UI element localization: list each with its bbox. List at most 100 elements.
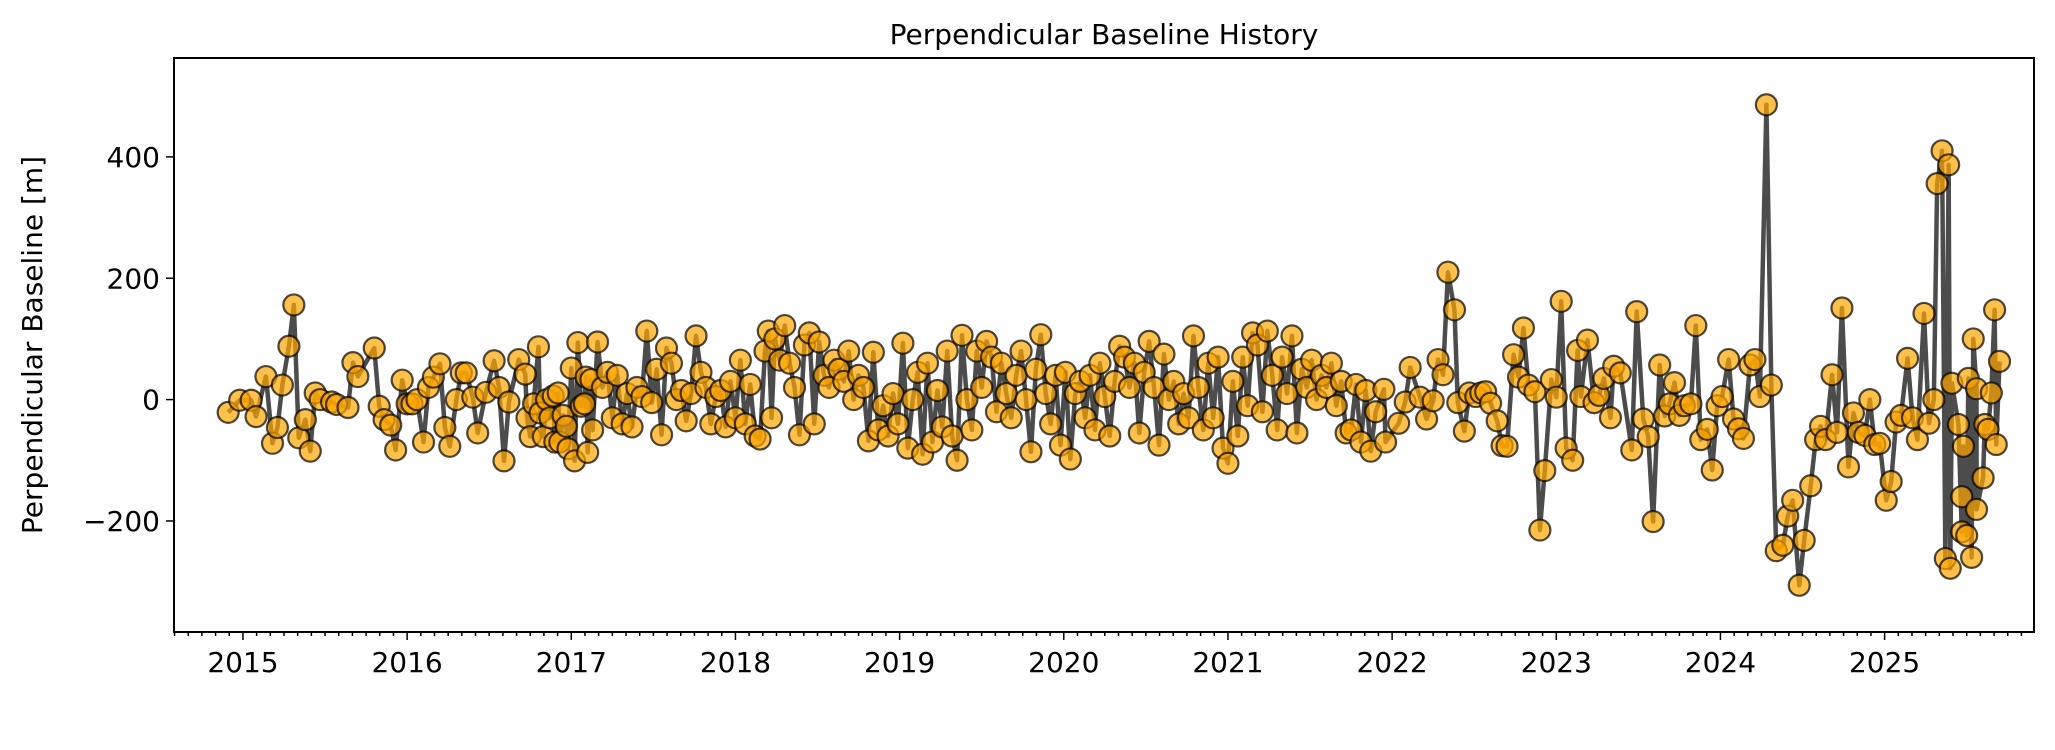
x-axis: 2015 2016 2017 2018 2019 2020 2021 2022 2023 2024… — [173, 632, 2023, 679]
data-point — [1781, 488, 1805, 512]
data-point — [955, 388, 979, 412]
y-tick-label: 400 — [107, 141, 160, 174]
data-point — [1270, 345, 1294, 369]
data-point — [265, 415, 290, 440]
data-point — [1373, 430, 1398, 454]
data-point — [925, 378, 949, 403]
data-point — [572, 392, 597, 416]
axes-frame — [173, 57, 2035, 633]
data-point — [1575, 328, 1600, 352]
data-point — [1280, 324, 1304, 348]
data-point — [1984, 432, 2008, 457]
data-point — [901, 388, 925, 412]
data-point — [773, 313, 797, 338]
data-point — [1436, 260, 1460, 284]
data-point — [718, 369, 743, 394]
data-point — [728, 348, 752, 372]
data-point — [1019, 440, 1043, 464]
data-point — [1431, 363, 1455, 387]
data-point — [605, 363, 629, 387]
x-tick-label: 2023 — [1521, 646, 1592, 679]
data-point — [1324, 394, 1348, 418]
data-point — [1608, 361, 1632, 385]
data-point — [390, 368, 414, 392]
data-point — [684, 324, 708, 348]
data-point — [1088, 351, 1112, 375]
data-point — [1127, 421, 1151, 445]
data-point — [1265, 418, 1289, 442]
data-point — [1421, 389, 1445, 413]
data-point — [336, 395, 360, 420]
y-tick-label: 0 — [142, 384, 160, 417]
data-point — [1372, 377, 1396, 401]
data-point — [466, 421, 490, 445]
data-point — [433, 415, 457, 440]
data-point — [546, 381, 570, 405]
data-point — [1771, 533, 1795, 557]
data-point — [1561, 448, 1585, 472]
data-point — [1039, 412, 1063, 436]
x-tick-label: 2022 — [1356, 646, 1427, 679]
data-point — [1364, 400, 1388, 424]
data-point — [915, 351, 940, 375]
data-point — [1544, 385, 1568, 409]
data-point — [1285, 421, 1309, 445]
data-point — [1971, 466, 1995, 490]
data-point — [1034, 381, 1058, 406]
data-point — [1695, 417, 1719, 441]
data-point — [454, 361, 478, 385]
data-point — [379, 413, 403, 437]
data-point — [277, 334, 301, 358]
data-point — [620, 415, 644, 439]
data-point — [807, 330, 831, 354]
data-point — [492, 449, 516, 473]
data-point — [1186, 375, 1210, 400]
data-point — [270, 373, 294, 397]
data-point — [970, 375, 994, 400]
y-axis-label: Perpendicular Baseline [m] — [16, 156, 49, 534]
data-point — [1533, 459, 1557, 483]
data-point — [659, 351, 684, 375]
data-point — [881, 381, 905, 406]
data-point — [585, 330, 610, 354]
data-point — [1216, 451, 1240, 475]
data-point — [1938, 556, 1962, 580]
data-point — [1925, 172, 1949, 196]
data-point — [1250, 400, 1275, 424]
data-point — [738, 372, 762, 397]
data-point — [482, 349, 506, 373]
data-point — [1014, 388, 1038, 412]
data-point — [1983, 298, 2007, 322]
data-point — [1731, 426, 1756, 451]
data-point — [1717, 347, 1741, 372]
x-tick-label: 2019 — [864, 646, 935, 679]
x-tick-label: 2015 — [207, 646, 278, 679]
data-point — [554, 414, 578, 438]
chart-title: Perpendicular Baseline History — [890, 18, 1319, 51]
data-point — [989, 351, 1013, 375]
data-point — [1787, 573, 1811, 597]
data-point — [1662, 371, 1687, 395]
data-point — [1641, 509, 1665, 534]
data-point — [1710, 384, 1734, 409]
data-point — [282, 293, 306, 317]
data-point — [649, 423, 674, 447]
x-tick-label: 2020 — [1028, 646, 1099, 679]
data-point — [1961, 327, 1985, 351]
data-point — [635, 319, 659, 343]
data-point — [581, 418, 605, 442]
data-point — [362, 336, 386, 360]
data-point — [778, 351, 802, 375]
data-point — [1754, 93, 1779, 117]
y-tick-label: 200 — [107, 262, 160, 295]
x-tick-label: 2017 — [536, 646, 607, 679]
data-point — [851, 375, 876, 400]
x-tick-label: 2024 — [1685, 646, 1756, 679]
data-point — [1511, 316, 1536, 340]
data-point — [1895, 346, 1920, 370]
data-point — [1625, 300, 1649, 324]
data-point — [346, 364, 370, 389]
data-point — [1759, 373, 1783, 397]
data-point — [1868, 431, 1892, 455]
data-point — [1620, 438, 1644, 462]
